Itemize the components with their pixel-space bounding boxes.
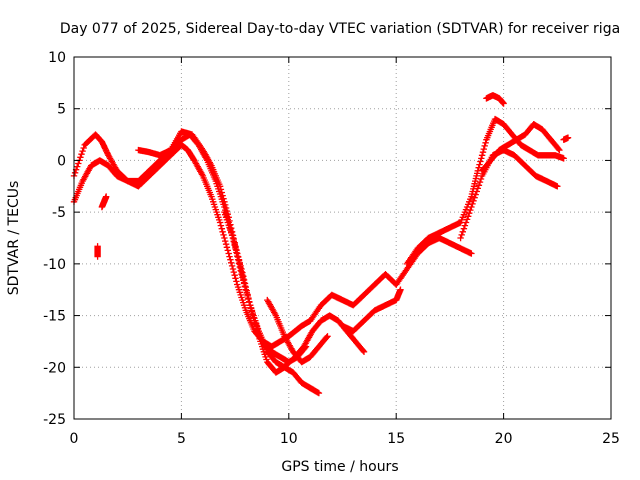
data-point-markers bbox=[457, 146, 561, 242]
axis-ticks: 0 5 10 15 20 25 -25 -20 -15 -10 -5 0 5 10 bbox=[43, 50, 620, 447]
chart-title: Day 077 of 2025, Sidereal Day-to-day VTE… bbox=[60, 21, 620, 37]
y-tick-label: -5 bbox=[52, 205, 66, 221]
y-tick-label: 5 bbox=[57, 102, 66, 118]
series-track-13 bbox=[483, 92, 507, 107]
data-point-markers bbox=[292, 312, 368, 361]
y-tick-label: -20 bbox=[43, 360, 66, 376]
data-point-markers bbox=[339, 286, 404, 335]
series-track-9 bbox=[393, 234, 475, 288]
data-point-markers bbox=[483, 92, 507, 107]
y-axis-label: SDTVAR / TECUs bbox=[6, 181, 22, 296]
x-tick-label: 15 bbox=[387, 431, 405, 447]
series-track-7 bbox=[307, 271, 400, 324]
plot-frame bbox=[73, 56, 612, 420]
x-tick-label: 10 bbox=[280, 431, 298, 447]
series-track-12 bbox=[478, 121, 563, 174]
series-track-11 bbox=[457, 146, 561, 242]
series-track-14 bbox=[560, 134, 572, 143]
series-track-8 bbox=[339, 286, 404, 335]
x-tick-label: 0 bbox=[70, 431, 79, 447]
series-track-6 bbox=[292, 312, 368, 361]
series-track-5 bbox=[264, 296, 331, 366]
series-track-16 bbox=[98, 193, 110, 211]
data-point-markers bbox=[221, 208, 292, 376]
y-tick-label: -15 bbox=[43, 309, 66, 325]
x-axis-label: GPS time / hours bbox=[281, 459, 398, 475]
x-tick-label: 5 bbox=[177, 431, 186, 447]
data-point-markers bbox=[94, 243, 101, 260]
x-tick-label: 25 bbox=[602, 431, 620, 447]
y-tick-label: -10 bbox=[43, 257, 66, 273]
series-track-4 bbox=[221, 208, 292, 376]
data-point-markers bbox=[478, 121, 563, 174]
data-point-markers bbox=[98, 193, 110, 211]
y-tick-label: -25 bbox=[43, 412, 66, 428]
grid bbox=[74, 57, 611, 419]
data-point-markers bbox=[264, 296, 331, 366]
x-tick-label: 20 bbox=[495, 431, 513, 447]
data-point-markers bbox=[307, 271, 400, 324]
y-tick-label: 0 bbox=[57, 153, 66, 169]
data-point-markers bbox=[560, 134, 572, 143]
data-point-markers bbox=[393, 234, 475, 288]
y-tick-label: 10 bbox=[48, 50, 66, 66]
series-track-15 bbox=[94, 243, 101, 260]
data-points bbox=[70, 92, 572, 397]
